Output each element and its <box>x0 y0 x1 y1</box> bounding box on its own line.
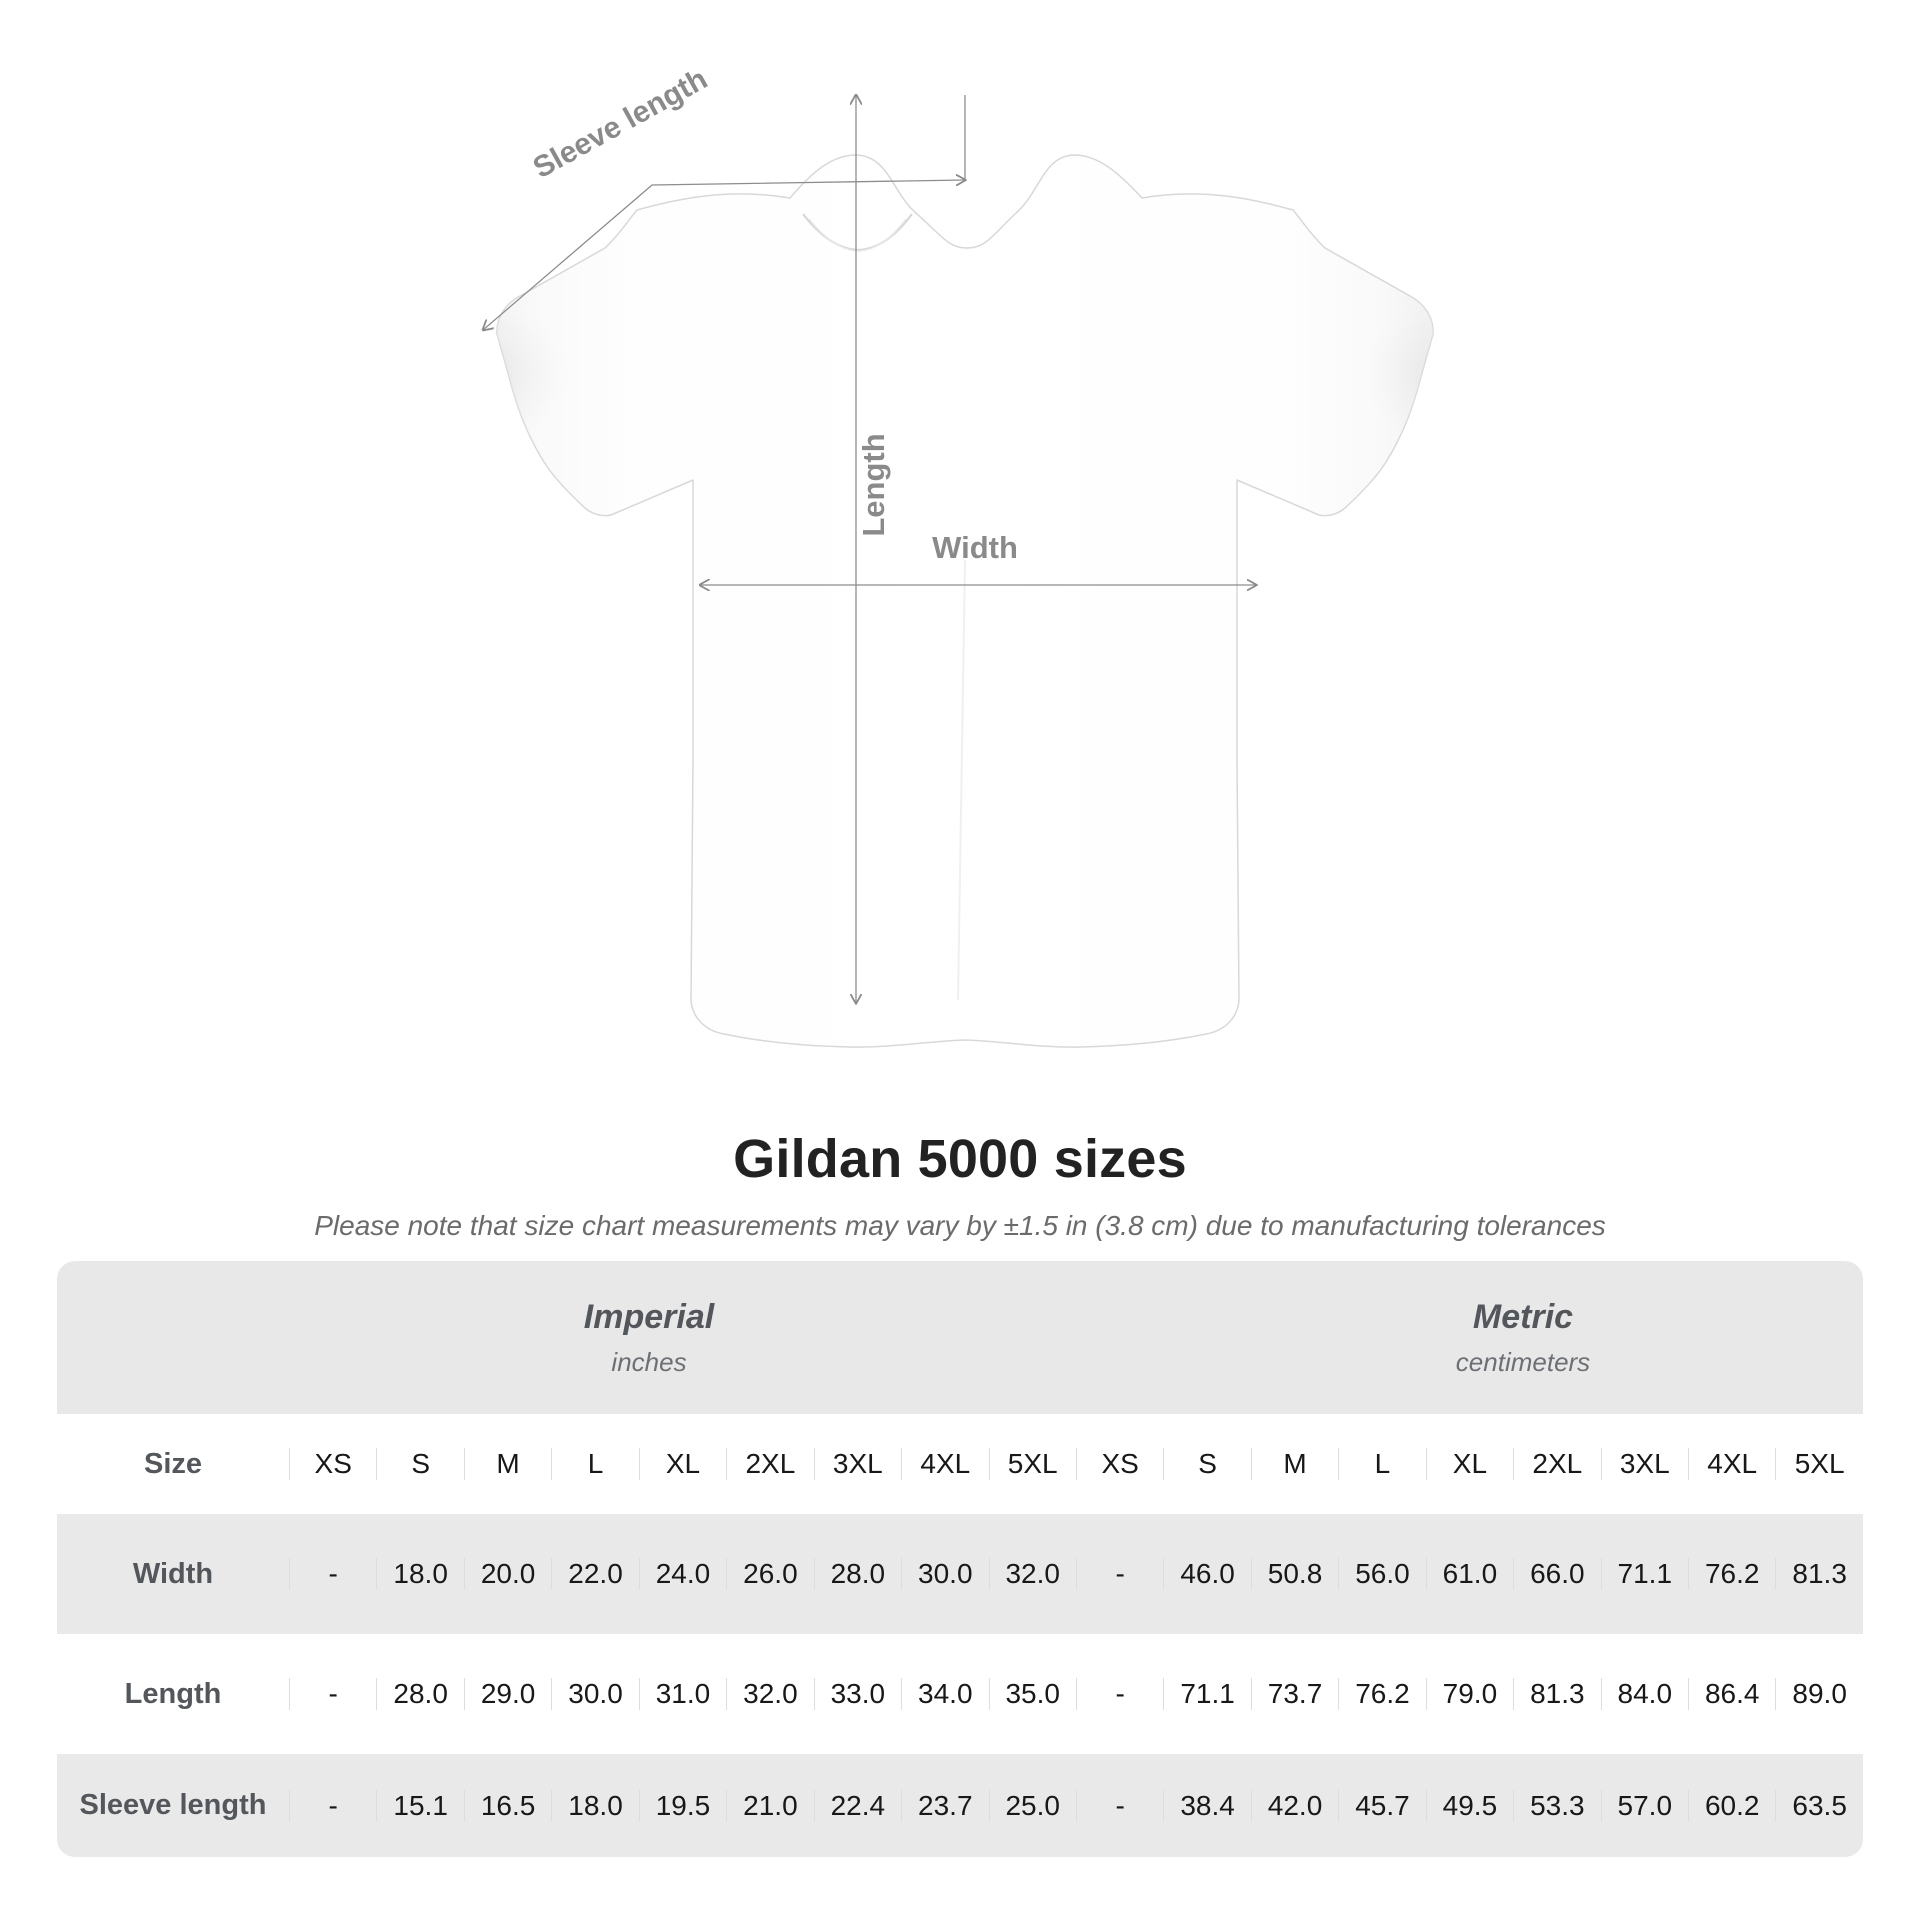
svg-text:Width: Width <box>932 530 1018 565</box>
svg-text:Sleeve length: Sleeve length <box>528 62 713 185</box>
svg-text:Length: Length <box>856 433 891 536</box>
